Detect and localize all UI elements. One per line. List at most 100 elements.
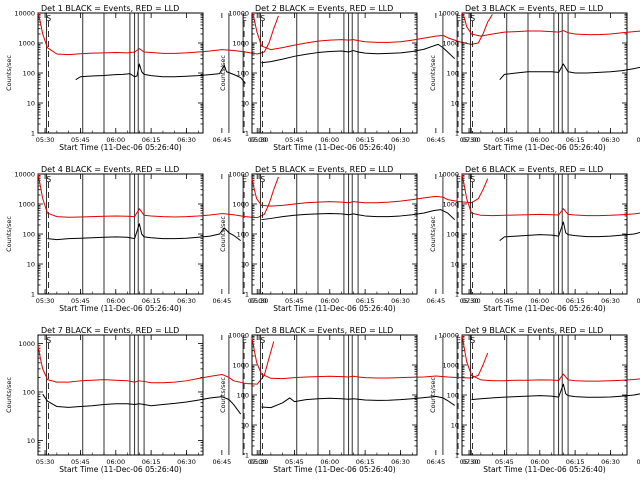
panel-title: Det 6 BLACK = Events, RED = LLD	[465, 165, 603, 174]
y-tick-label: 10000	[438, 171, 459, 179]
y-tick-label: 10	[241, 261, 249, 269]
x-tick-label: 06:45	[426, 458, 445, 466]
y-tick-label: 10	[27, 100, 35, 108]
x-axis-label: Start Time (11-Dec-06 05:26:40)	[483, 465, 605, 474]
detector-panel: Det 6 BLACK = Events, RED = LLD Counts/se…	[429, 165, 640, 313]
x-tick-label: 06:00	[320, 297, 339, 305]
x-tick-label: 06:30	[601, 136, 620, 144]
marker-label: S	[260, 14, 265, 23]
panel-title: Det 5 BLACK = Events, RED = LLD	[255, 165, 393, 174]
x-tick-label: 05:45	[285, 297, 304, 305]
plot-frame	[37, 334, 204, 456]
x-tick-label: 06:15	[356, 136, 375, 144]
y-tick-label: 10000	[14, 10, 35, 18]
x-tick-label: 06:45	[212, 458, 231, 466]
y-tick-label: 100	[23, 70, 35, 78]
x-tick-label: 06:30	[391, 136, 410, 144]
x-tick-label: 06:15	[142, 297, 161, 305]
lld-series-line	[37, 12, 279, 56]
x-tick-label: 05:30	[250, 297, 269, 305]
x-axis-label: Start Time (11-Dec-06 05:26:40)	[273, 143, 395, 152]
y-tick-label: 1000	[442, 362, 459, 370]
x-tick-label: 06:00	[106, 297, 125, 305]
panel-title: Det 4 BLACK = Events, RED = LLD	[41, 165, 179, 174]
x-tick-label: 07:00	[248, 297, 267, 305]
marker-label: E	[242, 14, 247, 23]
x-tick-label: 06:30	[601, 297, 620, 305]
detector-panel: Det 3 BLACK = Events, RED = LLD Counts/se…	[429, 4, 640, 152]
panel-title: Det 9 BLACK = Events, RED = LLD	[465, 326, 603, 335]
x-tick-label: 06:00	[530, 297, 549, 305]
x-tick-label: 06:30	[391, 458, 410, 466]
x-tick-label: 06:15	[356, 458, 375, 466]
y-tick-label: 1	[455, 291, 459, 299]
detector-panel: Det 7 BLACK = Events, RED = LLD Counts/se…	[5, 326, 275, 474]
y-axis-label: Counts/sec	[5, 55, 13, 91]
y-tick-label: 1	[31, 130, 35, 138]
y-axis-label: Counts/sec	[219, 377, 227, 413]
x-tick-label: 06:30	[177, 136, 196, 144]
x-tick-label: 07:00	[248, 136, 267, 144]
x-tick-label: 06:15	[566, 136, 585, 144]
x-tick-label: 05:30	[460, 297, 479, 305]
x-tick-label: 05:30	[250, 458, 269, 466]
panel-title: Det 2 BLACK = Events, RED = LLD	[255, 4, 393, 13]
y-tick-label: 1000	[18, 340, 35, 348]
marker-label: S	[470, 336, 475, 345]
y-axis-label: Counts/sec	[219, 216, 227, 252]
x-tick-label: 06:15	[566, 297, 585, 305]
marker-label: S	[260, 336, 265, 345]
x-tick-label: 06:30	[177, 297, 196, 305]
y-tick-label: 10	[451, 261, 459, 269]
events-series-line	[499, 221, 640, 242]
events-series-line	[471, 383, 640, 401]
y-tick-label: 1	[455, 452, 459, 460]
y-tick-label: 100	[23, 231, 35, 239]
x-tick-label: 05:45	[71, 297, 90, 305]
y-tick-label: 1	[245, 452, 249, 460]
events-series-line	[261, 395, 455, 409]
y-tick-label: 100	[237, 231, 249, 239]
x-axis-label: Start Time (11-Dec-06 05:26:40)	[273, 304, 395, 313]
panel-title: Det 1 BLACK = Events, RED = LLD	[41, 4, 179, 13]
lld-series-line	[461, 173, 640, 217]
x-tick-label: 05:45	[71, 136, 90, 144]
marker-label: E	[242, 175, 247, 184]
events-series-line	[47, 223, 242, 242]
x-axis-label: Start Time (11-Dec-06 05:26:40)	[483, 304, 605, 313]
y-tick-label: 1	[31, 291, 35, 299]
marker-label: E	[456, 336, 461, 345]
x-tick-label: 06:00	[106, 458, 125, 466]
x-tick-label: 07:00	[462, 297, 481, 305]
x-tick-label: 06:15	[566, 458, 585, 466]
y-tick-label: 10	[451, 422, 459, 430]
x-tick-label: 05:30	[250, 136, 269, 144]
x-tick-label: 06:00	[530, 136, 549, 144]
marker-label: S	[46, 14, 51, 23]
y-axis-label: Counts/sec	[429, 55, 437, 91]
lld-series-line	[37, 173, 279, 219]
detector-panel: Det 5 BLACK = Events, RED = LLD Counts/se…	[219, 165, 489, 313]
y-tick-label: 100	[237, 392, 249, 400]
y-axis-label: Counts/sec	[429, 216, 437, 252]
x-tick-label: 06:45	[426, 136, 445, 144]
y-tick-label: 1000	[232, 362, 249, 370]
x-tick-label: 06:15	[356, 297, 375, 305]
x-tick-label: 05:30	[36, 136, 55, 144]
x-tick-label: 06:00	[530, 458, 549, 466]
x-tick-label: 06:30	[177, 458, 196, 466]
marker-label: S	[470, 175, 475, 184]
marker-label: S	[46, 175, 51, 184]
y-tick-label: 10	[241, 422, 249, 430]
y-tick-label: 100	[447, 70, 459, 78]
y-tick-label: 1000	[232, 40, 249, 48]
y-tick-label: 1000	[442, 40, 459, 48]
x-tick-label: 05:30	[36, 297, 55, 305]
x-tick-label: 06:30	[601, 458, 620, 466]
x-tick-label: 07:00	[248, 458, 267, 466]
marker-label: S	[260, 175, 265, 184]
y-tick-label: 1	[245, 130, 249, 138]
y-tick-label: 1	[245, 291, 249, 299]
lld-series-line	[251, 337, 489, 380]
